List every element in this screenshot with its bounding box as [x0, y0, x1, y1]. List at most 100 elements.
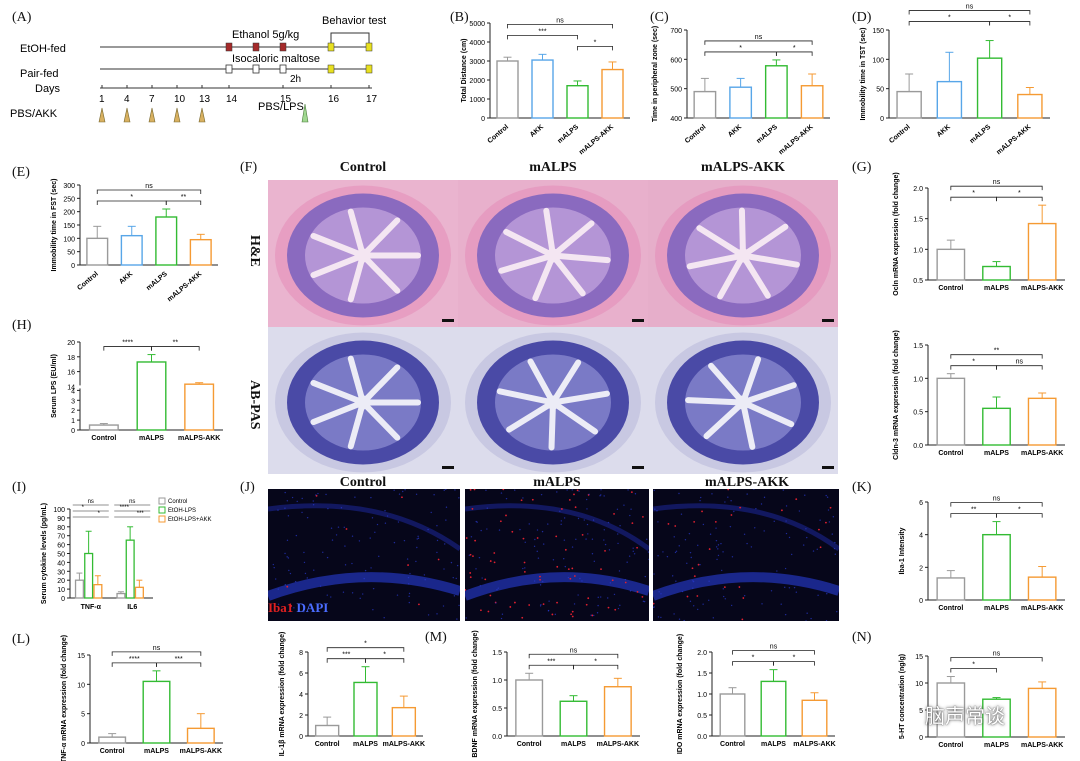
bar — [116, 592, 126, 599]
y-tick-label: 5 — [81, 712, 85, 719]
y-tick-label: 1.5 — [492, 650, 502, 657]
bar — [1027, 576, 1057, 601]
significance-bracket — [950, 365, 997, 370]
x-category-label: mALPS-AKK — [180, 748, 222, 755]
significance-label: * — [739, 45, 742, 52]
timeline-day-label: 16 — [328, 94, 340, 105]
bar — [353, 681, 378, 737]
panel-label-e: (E) — [12, 165, 30, 180]
ethanol-dose-marker — [279, 42, 287, 52]
y-tick-label: 100 — [872, 57, 884, 64]
y-axis-label: IDO mRNA expression (fold change) — [677, 634, 684, 754]
y-tick-label: 0.0 — [913, 443, 923, 450]
significance-label: ns — [993, 651, 1001, 658]
y-tick-label: 100 — [53, 507, 65, 514]
lps-arrow-icon — [301, 103, 309, 123]
x-category-label: mALPS — [561, 741, 586, 748]
fluo-stain-legend: Iba1 DAPI — [268, 600, 328, 616]
y-tick-label: 6 — [919, 500, 923, 507]
significance-label: * — [98, 511, 101, 517]
significance-label: * — [793, 655, 796, 662]
significance-bracket — [950, 668, 997, 673]
panel-label-f: (F) — [240, 160, 258, 175]
significance-label: * — [594, 658, 597, 665]
significance-bracket — [775, 51, 813, 56]
bar — [982, 407, 1011, 446]
chart-m2: 0.0 0.5 1.0 1.5 2.0 IDO mRNA expression (fold… — [677, 634, 836, 754]
chart-l2: 0 2 4 6 8 IL-1β mRNA expression (fold change)… — [279, 632, 425, 757]
significance-label: *** — [538, 28, 546, 35]
bar — [1017, 93, 1043, 119]
x-category-label: Control — [517, 741, 542, 748]
legend-label: Control — [168, 499, 187, 505]
bar — [84, 552, 94, 599]
y-tick-label: 0 — [919, 735, 923, 742]
he-stain-image-malps — [458, 180, 648, 327]
significance-bracket — [573, 664, 619, 670]
significance-label: ns — [755, 34, 763, 41]
x-category-label: IL6 — [127, 604, 137, 611]
legend-swatch — [158, 497, 166, 505]
significance-label: ns — [88, 499, 94, 505]
y-tick-label: 30 — [57, 569, 65, 576]
significance-label: ns — [966, 4, 974, 11]
significance-bracket — [165, 200, 202, 205]
y-axis-label: TNF-α mRNA expression (fold change) — [61, 635, 68, 761]
bar — [1027, 222, 1057, 281]
significance-label: * — [1018, 507, 1021, 514]
panel-label-j: (J) — [240, 480, 255, 495]
bar — [88, 424, 119, 431]
x-category-label: mALPS — [969, 123, 993, 145]
panel-label-l: (L) — [12, 632, 30, 647]
significance-label: **** — [120, 505, 130, 511]
x-category-label: Control — [91, 435, 116, 442]
y-tick-label: 14 — [67, 384, 75, 391]
significance-label: ns — [145, 183, 153, 190]
y-tick-label: 1.0 — [913, 376, 923, 383]
timeline-day-label: 1 — [99, 94, 105, 105]
bar — [801, 699, 828, 737]
x-category-label: Control — [938, 285, 963, 292]
x-category-label: Control — [684, 124, 708, 145]
akk-arrow-icon — [123, 107, 131, 123]
akk-arrow-icon — [198, 107, 206, 123]
y-tick-label: 90 — [57, 516, 65, 523]
fluorescence-image-control — [268, 489, 460, 621]
x-category-label: Control — [720, 741, 745, 748]
chart-g1: 0.5 1.0 1.5 2.0 Ocln mRNA expression (fold c… — [893, 172, 1065, 296]
y-tick-label: 15 — [77, 653, 85, 660]
bar — [800, 85, 824, 119]
panel-label-k: (K) — [852, 480, 872, 495]
significance-bracket — [989, 21, 1031, 26]
bar — [896, 90, 922, 119]
x-category-label: mALPS-AKK — [1021, 605, 1063, 612]
y-tick-label: 2 — [919, 565, 923, 572]
y-tick-label: 5 — [919, 708, 923, 715]
bar — [391, 706, 417, 737]
ethanol-dose-marker — [225, 42, 233, 52]
maltose-dose-marker — [225, 64, 233, 74]
y-tick-label: 4 — [919, 533, 923, 540]
he-stain-image-control — [268, 180, 458, 327]
bar — [559, 700, 588, 737]
bar — [1027, 397, 1057, 446]
y-axis-label: Cldn-3 mRNA expression (fold change) — [893, 330, 900, 460]
x-category-label: mALPS — [984, 742, 1009, 749]
y-tick-label: 10 — [77, 682, 85, 689]
behavior-test-marker — [327, 64, 335, 74]
significance-label: * — [972, 190, 975, 197]
significance-bracket — [950, 196, 997, 202]
y-axis-label: Iba-1 Intensity — [899, 527, 906, 574]
significance-bracket — [996, 513, 1043, 518]
panel-label-a: (A) — [12, 10, 32, 25]
histology-title-malps-akk: mALPS-AKK — [701, 160, 785, 175]
behavior-test-marker — [327, 42, 335, 52]
y-tick-label: 50 — [57, 552, 65, 559]
significance-label: * — [1008, 15, 1011, 22]
y-axis-label: Total Distance (cm) — [461, 38, 468, 102]
bar — [982, 265, 1011, 281]
histology-row-abpas: AB-PAS — [247, 380, 262, 430]
bar — [719, 693, 746, 737]
timeline-day-label: 13 — [199, 94, 211, 105]
significance-bracket — [96, 189, 202, 194]
